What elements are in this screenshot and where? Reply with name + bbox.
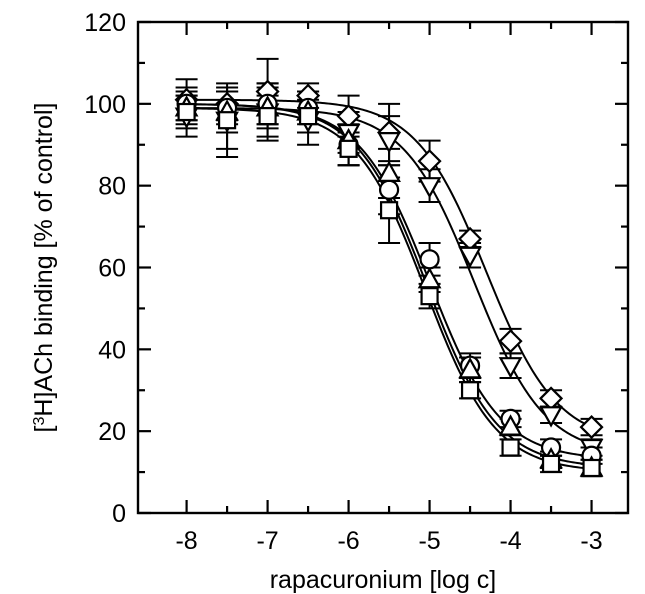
triangle-down-marker: [458, 246, 482, 268]
square-marker: [582, 458, 601, 478]
square-marker: [541, 454, 561, 473]
x-tick-label: -6: [337, 527, 359, 555]
triangle-down-marker: [498, 357, 523, 379]
diamond-marker: [417, 149, 442, 174]
square-marker: [339, 139, 358, 158]
circle-marker: [378, 179, 400, 200]
y-tick-labels: 0 20 40 60 80 100 120: [84, 9, 126, 528]
x-tick-label: -8: [175, 527, 197, 555]
triangle-up-marker: [498, 414, 523, 436]
x-tick-label: -3: [580, 527, 602, 555]
y-tick-label: 20: [98, 418, 126, 446]
square-marker: [298, 107, 318, 126]
y-tick-label: 120: [84, 9, 126, 37]
square-marker: [460, 381, 480, 400]
y-axis-title: [3H]ACh binding [% of control]: [30, 103, 58, 433]
triangle-down-marker: [417, 177, 442, 199]
square-marker: [217, 111, 237, 130]
diamond-marker: [498, 329, 523, 354]
data-markers: [174, 79, 604, 478]
plot-frame: [136, 20, 630, 515]
triangle-up-marker: [377, 160, 401, 182]
square-marker: [177, 102, 196, 122]
square-marker: [258, 107, 277, 126]
y-tick-label: 40: [98, 336, 126, 364]
y-axis-title-part-1: [: [30, 425, 58, 432]
diamond-marker: [579, 415, 604, 440]
triangle-down-marker: [377, 132, 401, 154]
y-axis-title-superscript: 3: [31, 417, 48, 426]
y-tick-label: 100: [84, 91, 126, 119]
triangle-down-marker: [539, 406, 563, 428]
x-tick-label: -7: [256, 527, 278, 555]
y-axis-title-part-2: H]ACh binding [% of control]: [30, 103, 58, 417]
square-marker: [501, 438, 520, 457]
x-tick-label: -5: [418, 527, 440, 555]
x-tick-label: -4: [499, 527, 521, 555]
y-tick-label: 60: [98, 255, 126, 283]
square-marker: [420, 287, 439, 306]
circle-marker: [419, 249, 440, 270]
square-marker: [379, 201, 399, 220]
y-tick-label: 80: [98, 173, 126, 201]
y-tick-label: 0: [112, 500, 126, 528]
triangle-up-marker: [458, 357, 482, 379]
x-tick-labels: -8 -7 -6 -5 -4 -3: [175, 527, 602, 555]
x-axis-title: rapacuronium [log c]: [270, 566, 497, 594]
